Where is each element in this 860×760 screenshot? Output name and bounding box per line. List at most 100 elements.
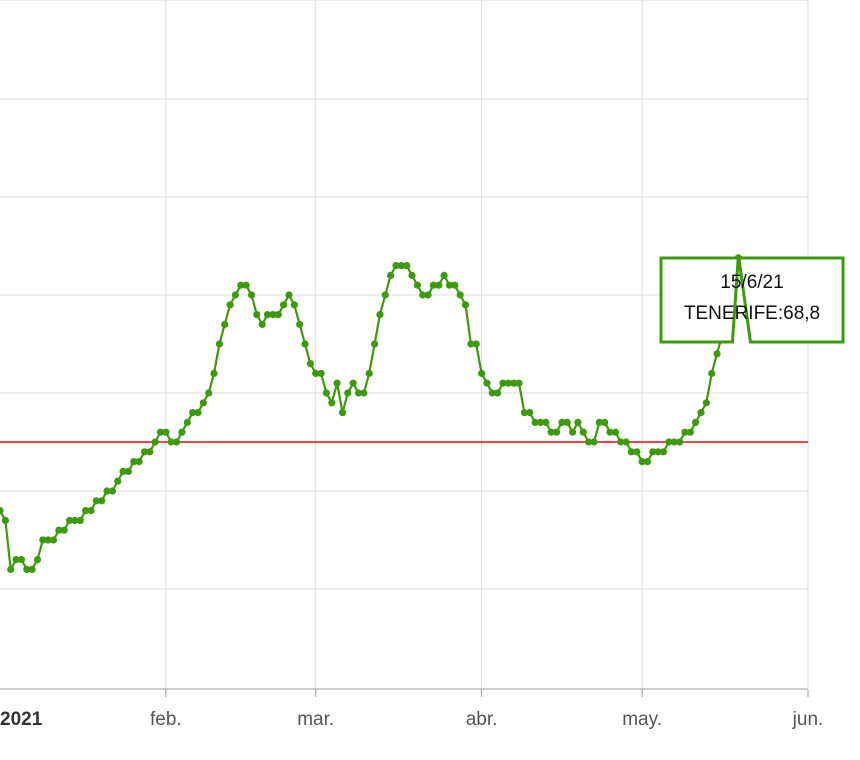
- data-point: [178, 428, 186, 436]
- data-point: [451, 281, 459, 289]
- data-point: [708, 369, 716, 377]
- data-point: [606, 428, 614, 436]
- data-point: [520, 409, 529, 417]
- data-point: [590, 438, 598, 446]
- data-point: [676, 438, 684, 446]
- data-point: [403, 262, 411, 270]
- data-point: [536, 418, 545, 426]
- data-point: [494, 389, 502, 397]
- data-point: [290, 301, 298, 309]
- data-point: [280, 301, 288, 309]
- data-point: [49, 536, 58, 544]
- data-point: [33, 556, 42, 564]
- data-point: [151, 438, 159, 446]
- data-point: [659, 448, 668, 456]
- data-point: [7, 565, 15, 574]
- data-point: [429, 281, 437, 289]
- data-point: [210, 369, 218, 377]
- data-point: [467, 340, 475, 348]
- data-point: [445, 281, 454, 289]
- data-point: [542, 418, 550, 426]
- data-point: [461, 301, 470, 309]
- data-point: [242, 281, 250, 289]
- data-point: [478, 369, 486, 377]
- data-point: [194, 409, 202, 417]
- data-point: [595, 418, 603, 426]
- data-point: [526, 409, 534, 417]
- data-point: [627, 448, 636, 456]
- data-point: [392, 262, 400, 270]
- data-point: [71, 516, 79, 525]
- data-point: [140, 448, 149, 456]
- data-point: [643, 458, 652, 466]
- x-tick-label: abr.: [466, 709, 498, 730]
- data-point: [237, 281, 245, 289]
- data-point: [135, 458, 143, 466]
- data-point: [472, 340, 480, 348]
- data-point: [547, 428, 555, 436]
- data-point: [424, 291, 432, 299]
- x-axis: 2021 feb. mar. abr. may. jun.: [0, 688, 824, 730]
- data-point: [60, 526, 68, 534]
- data-point: [510, 379, 518, 387]
- data-point: [611, 428, 620, 436]
- data-point: [552, 428, 561, 436]
- data-point: [44, 536, 52, 544]
- tooltip-box: [659, 254, 845, 344]
- data-point: [199, 399, 207, 407]
- data-point: [435, 281, 443, 289]
- x-tick-label: may.: [622, 709, 662, 730]
- data-point: [17, 556, 25, 564]
- data-point: [488, 389, 496, 397]
- data-point: [114, 477, 122, 485]
- x-tick-label: feb.: [150, 709, 182, 730]
- data-point: [413, 281, 421, 289]
- data-point: [670, 438, 678, 446]
- data-point: [574, 418, 582, 426]
- data-point: [76, 516, 84, 525]
- data-point: [371, 340, 379, 348]
- data-point: [558, 418, 566, 426]
- data-point: [296, 320, 304, 328]
- data-point: [162, 428, 170, 436]
- data-point: [354, 389, 363, 397]
- tooltip-value: TENERIFE:68,8: [684, 303, 820, 324]
- data-point: [515, 379, 523, 387]
- data-point: [638, 458, 646, 466]
- data-point: [601, 418, 609, 426]
- data-point: [39, 536, 47, 544]
- data-point: [98, 497, 106, 505]
- data-point: [349, 379, 357, 387]
- data-point: [12, 556, 20, 564]
- data-point: [108, 487, 116, 495]
- data-point: [365, 369, 373, 377]
- data-point: [702, 399, 710, 407]
- data-point: [419, 291, 427, 299]
- data-point: [397, 262, 405, 270]
- data-point: [263, 311, 272, 319]
- data-point: [456, 291, 464, 299]
- data-point: [360, 389, 368, 397]
- data-point: [119, 467, 127, 475]
- data-point: [221, 320, 229, 328]
- data-point: [146, 448, 154, 456]
- data-point: [183, 418, 191, 426]
- data-point: [692, 418, 700, 426]
- data-point: [649, 448, 657, 456]
- data-point: [387, 271, 395, 279]
- grid: [0, 0, 809, 688]
- data-point: [124, 467, 132, 475]
- data-point: [338, 409, 347, 417]
- data-point: [585, 438, 593, 446]
- data-point: [617, 438, 625, 446]
- data-point: [247, 291, 256, 299]
- data-point: [579, 428, 587, 436]
- data-point: [173, 438, 181, 446]
- series-line: [0, 257, 740, 571]
- x-tick-label: jun.: [792, 709, 824, 730]
- data-point: [333, 379, 341, 387]
- data-point: [28, 565, 36, 574]
- data-point: [686, 428, 694, 436]
- tooltip-date: 15/6/21: [720, 272, 783, 293]
